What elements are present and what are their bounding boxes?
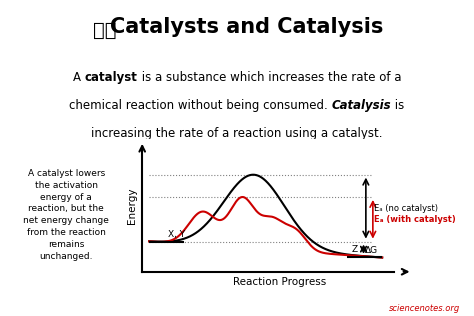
Text: Catalysts and Catalysis: Catalysts and Catalysis	[110, 17, 383, 37]
Text: ΔG: ΔG	[365, 246, 378, 255]
Text: sciencenotes.org: sciencenotes.org	[389, 304, 460, 313]
Text: increasing the rate of a reaction using a catalyst.: increasing the rate of a reaction using …	[91, 127, 383, 140]
Text: chemical reaction without being consumed.: chemical reaction without being consumed…	[69, 100, 332, 112]
Y-axis label: Energy: Energy	[127, 187, 137, 224]
Text: Catalysis: Catalysis	[332, 100, 392, 112]
Text: 🧪🔬: 🧪🔬	[92, 21, 116, 40]
Text: Eₐ (no catalyst): Eₐ (no catalyst)	[374, 204, 438, 213]
Text: A catalyst lowers
the activation
energy of a
reaction, but the
net energy change: A catalyst lowers the activation energy …	[23, 169, 109, 261]
X-axis label: Reaction Progress: Reaction Progress	[233, 277, 326, 287]
Text: is: is	[392, 100, 405, 112]
Text: A: A	[73, 71, 85, 84]
Text: Eₐ (with catalyst): Eₐ (with catalyst)	[374, 215, 456, 224]
Text: is a substance which increases the rate of a: is a substance which increases the rate …	[137, 71, 401, 84]
Text: catalyst: catalyst	[85, 71, 137, 84]
Text: X, Y: X, Y	[168, 230, 185, 239]
Text: Z: Z	[352, 245, 358, 254]
